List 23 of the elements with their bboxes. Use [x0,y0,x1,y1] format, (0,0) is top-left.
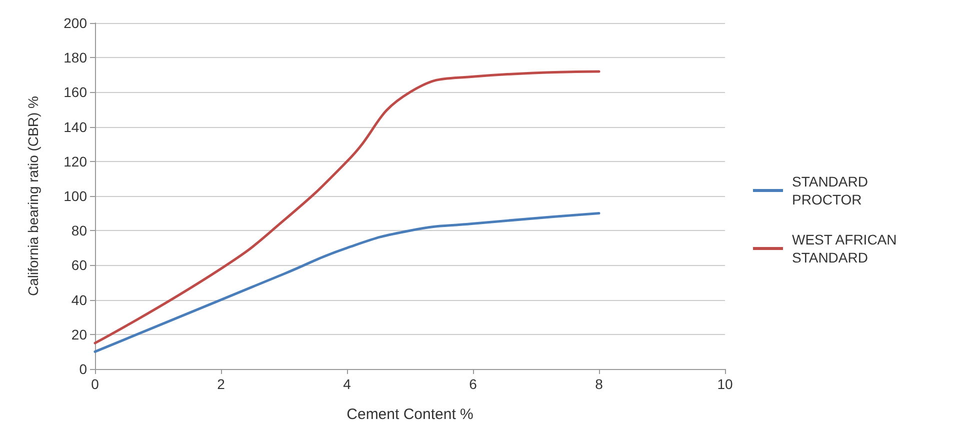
y-tick-label: 100 [64,188,88,204]
y-tick-label: 160 [64,84,88,100]
y-tick-label: 180 [64,50,88,66]
y-tick-label: 40 [71,292,88,308]
y-tick-label: 0 [79,361,88,377]
x-tick-label: 4 [343,376,352,392]
y-tick-label: 140 [64,118,88,135]
y-tick-label: 20 [71,326,88,342]
y-tick-label: 60 [71,257,88,274]
x-tick-label: 8 [595,376,604,392]
x-tick-label: 6 [469,376,478,392]
line-series [94,212,600,353]
x-tick-label: 10 [717,376,733,392]
y-tick-label: 200 [64,15,88,31]
y-tick-label: 80 [71,222,88,239]
y-axis-title: California bearing ratio (CBR) % [25,96,41,296]
y-tick-label: 120 [64,153,88,170]
x-tick-label: 0 [91,376,100,392]
line-series [94,70,600,344]
x-tick-label: 2 [217,376,226,392]
legend-label: STANDARD PROCTOR [792,174,872,208]
x-axis-title: Cement Content % [346,406,474,423]
legend-label: WEST AFRICAN STANDARD [792,232,901,266]
